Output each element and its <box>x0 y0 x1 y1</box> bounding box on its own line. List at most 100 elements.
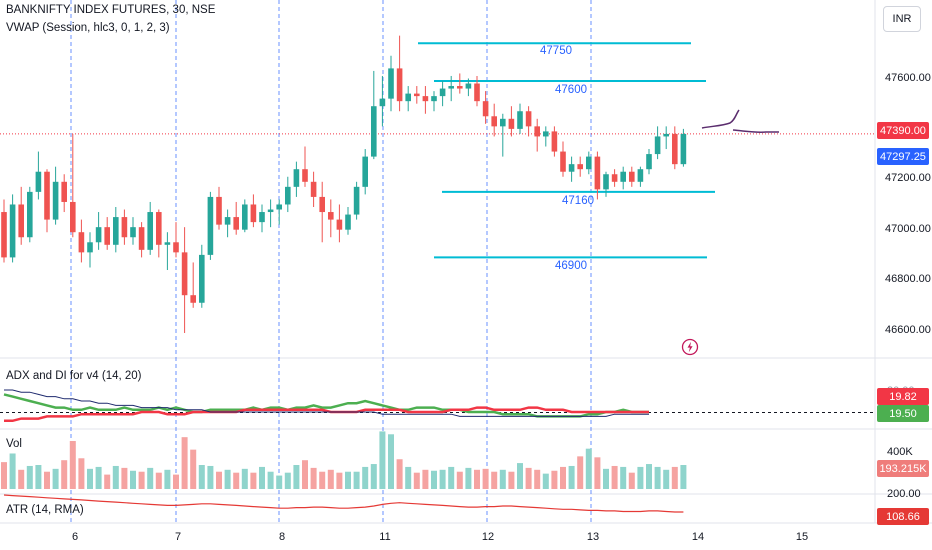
volume-bar <box>663 469 670 489</box>
volume-bar <box>121 467 128 489</box>
candle-body <box>95 227 102 243</box>
volume-bar <box>620 466 627 489</box>
volume-bar <box>155 472 162 489</box>
volume-bar <box>396 459 403 489</box>
candle-body <box>568 164 575 172</box>
candle-body <box>310 181 317 197</box>
candle-body <box>672 133 678 165</box>
volume-bar <box>26 465 33 489</box>
volume-bar <box>302 460 308 489</box>
candle-body <box>250 204 257 223</box>
candle-body <box>534 126 540 137</box>
volume-bar <box>637 466 644 489</box>
candle-body <box>147 212 153 250</box>
volume-bar <box>474 469 480 489</box>
candle-body <box>52 181 59 220</box>
candle-body <box>508 118 515 129</box>
volume-bar <box>319 471 326 489</box>
candle-body <box>9 204 16 258</box>
x-tick: 12 <box>481 531 495 543</box>
candle-body <box>491 116 497 127</box>
candle-body <box>1 212 7 258</box>
volume-bar <box>35 465 42 489</box>
candle-body <box>422 96 429 102</box>
volume-bar <box>422 469 429 489</box>
volume-bar <box>362 466 369 489</box>
atr-legend[interactable]: ATR (14, RMA) <box>6 504 84 516</box>
candle-body <box>61 181 67 202</box>
candle-body <box>121 217 128 238</box>
volume-bar <box>267 471 274 489</box>
volume-bar <box>499 469 506 489</box>
candle-body <box>164 242 171 245</box>
volume-bar <box>112 465 119 489</box>
volume-bar <box>259 466 265 489</box>
volume-bar <box>491 471 498 489</box>
adx-series-line <box>4 406 649 423</box>
vwap-badge: 47297.25 <box>877 148 929 165</box>
volume-bar <box>310 467 317 489</box>
candle-body <box>646 154 652 170</box>
candle-body <box>233 217 239 230</box>
candle-body <box>594 156 601 190</box>
volume-bar <box>654 466 661 489</box>
candle-body <box>603 174 609 190</box>
candle-body <box>457 86 463 89</box>
volume-bar <box>9 453 16 489</box>
candle-body <box>500 118 506 127</box>
vwap-legend[interactable]: VWAP (Session, hlc3, 0, 1, 2, 3) <box>6 22 170 34</box>
candle-body <box>362 156 368 187</box>
volume-bar <box>413 472 420 489</box>
adx-legend[interactable]: ADX and DI for v4 (14, 20) <box>6 370 142 382</box>
candle-body <box>379 98 386 107</box>
candle-body <box>199 254 205 303</box>
candle-body <box>130 227 136 238</box>
lightning-icon[interactable] <box>681 338 699 356</box>
volume-bar <box>224 469 231 489</box>
candle-body <box>267 209 274 213</box>
candle-body <box>474 83 480 102</box>
candle-body <box>654 136 661 155</box>
volume-bar <box>18 469 25 489</box>
volume-bar <box>198 465 205 489</box>
candle-body <box>138 227 145 250</box>
volume-bar <box>525 467 532 489</box>
candle-body <box>224 217 231 225</box>
vol-legend[interactable]: Vol <box>6 438 22 450</box>
candle-body <box>328 212 334 220</box>
session-separators <box>0 0 932 524</box>
candle-body <box>620 171 626 182</box>
candle-body <box>336 219 343 230</box>
volume-bar <box>327 469 334 489</box>
candle-body <box>680 133 687 165</box>
volume-bar <box>52 468 59 489</box>
candle-body <box>439 88 446 97</box>
candle-body <box>44 171 50 220</box>
volume-bar <box>216 471 222 489</box>
candle-body <box>319 196 325 213</box>
y-tick: 46600.00 <box>885 324 931 336</box>
volume-bar <box>345 471 351 489</box>
x-tick: 15 <box>795 531 809 543</box>
volume-bar <box>568 465 575 489</box>
volume-bar <box>388 434 394 489</box>
volume-bar <box>190 449 197 489</box>
candle-body <box>293 169 300 187</box>
currency-button[interactable]: INR <box>883 6 921 32</box>
candle-body <box>560 151 566 172</box>
candle-body <box>388 68 394 99</box>
candle-body <box>371 106 377 157</box>
volume-bar <box>646 464 652 489</box>
volume-bar <box>207 465 214 489</box>
volume-bar <box>181 437 188 489</box>
x-tick: 11 <box>379 531 391 543</box>
x-tick: 7 <box>174 531 182 543</box>
minus-di-badge: 19.82 <box>877 388 929 405</box>
candle-body <box>18 204 24 238</box>
volume-bar <box>508 471 515 489</box>
level-label-47160: 47160 <box>562 195 594 207</box>
candle-body <box>27 191 33 238</box>
volume-bar <box>61 460 68 489</box>
candle-body <box>637 169 644 182</box>
